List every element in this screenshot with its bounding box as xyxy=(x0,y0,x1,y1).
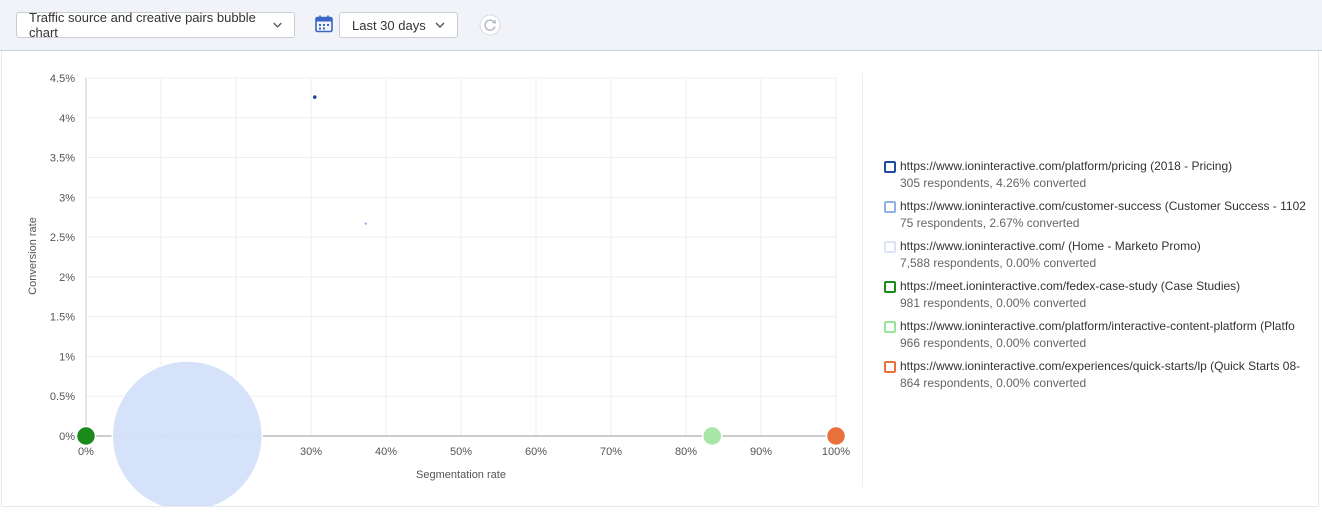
legend-series-name: https://www.ioninteractive.com/experienc… xyxy=(900,359,1301,373)
x-tick-label: 80% xyxy=(675,446,697,458)
legend-item[interactable]: https://www.ioninteractive.com/platform/… xyxy=(882,159,1318,199)
legend-series-stats: 305 respondents, 4.26% converted xyxy=(900,176,1087,190)
y-tick-label: 2.5% xyxy=(50,232,75,244)
bubble-point xyxy=(702,425,723,447)
legend-series-name: https://www.ioninteractive.com/platform/… xyxy=(900,319,1295,333)
y-axis-title: Conversion rate xyxy=(27,217,39,295)
legend-swatch xyxy=(884,321,896,333)
x-tick-label: 40% xyxy=(375,446,397,458)
bubble-point xyxy=(111,360,263,506)
legend: https://www.ioninteractive.com/platform/… xyxy=(882,159,1318,399)
bubble-point xyxy=(312,95,317,99)
y-tick-label: 1% xyxy=(59,351,75,363)
x-tick-label: 30% xyxy=(300,446,322,458)
legend-series-name: https://www.ioninteractive.com/customer-… xyxy=(900,199,1306,213)
tick-labels: 0% 0.5% 1% 1.5% 2% 2.5% 3% 3.5% 4% 4.5% 0% 30% 40% 50… xyxy=(50,73,850,458)
legend-item[interactable]: https://meet.ioninteractive.com/fedex-ca… xyxy=(882,279,1318,319)
x-tick-label: 60% xyxy=(525,446,547,458)
y-tick-label: 1.5% xyxy=(50,312,75,324)
legend-series-name: https://www.ioninteractive.com/platform/… xyxy=(900,159,1233,173)
legend-series-stats: 75 respondents, 2.67% converted xyxy=(900,216,1080,230)
y-tick-label: 3.5% xyxy=(50,153,75,165)
legend-series-stats: 7,588 respondents, 0.00% converted xyxy=(900,256,1097,270)
bubble-point xyxy=(825,425,847,447)
bubble-chart: 0% 0.5% 1% 1.5% 2% 2.5% 3% 3.5% 4% 4.5% 0% 30% 40% 50… xyxy=(27,73,850,506)
x-tick-label: 100% xyxy=(822,446,850,458)
legend-swatch xyxy=(884,201,896,213)
y-tick-label: 2% xyxy=(59,272,75,284)
date-range-select[interactable]: Last 30 days xyxy=(339,12,458,38)
x-tick-label: 0% xyxy=(78,446,94,458)
legend-series-name: https://meet.ioninteractive.com/fedex-ca… xyxy=(900,279,1241,293)
legend-series-name: https://www.ioninteractive.com/ (Home - … xyxy=(900,239,1201,253)
toolbar: Traffic source and creative pairs bubble… xyxy=(0,0,1322,51)
legend-swatch xyxy=(884,361,896,373)
legend-series-stats: 864 respondents, 0.00% converted xyxy=(900,376,1087,390)
y-tick-label: 0% xyxy=(59,431,75,443)
chevron-down-icon xyxy=(435,22,445,28)
y-tick-label: 4% xyxy=(59,113,75,125)
legend-item[interactable]: https://www.ioninteractive.com/ (Home - … xyxy=(882,239,1318,279)
report-select-value: Traffic source and creative pairs bubble… xyxy=(29,10,256,40)
date-range-value: Last 30 days xyxy=(352,17,426,33)
refresh-icon[interactable] xyxy=(479,14,501,36)
legend-swatch xyxy=(884,161,896,173)
legend-series-stats: 981 respondents, 0.00% converted xyxy=(900,296,1087,310)
x-axis-title: Segmentation rate xyxy=(416,469,506,481)
calendar-icon[interactable] xyxy=(314,14,334,34)
report-select[interactable]: Traffic source and creative pairs bubble… xyxy=(16,10,295,40)
y-tick-label: 4.5% xyxy=(50,73,75,85)
y-tick-label: 0.5% xyxy=(50,391,75,403)
x-tick-label: 50% xyxy=(450,446,472,458)
legend-swatch xyxy=(884,281,896,293)
legend-item[interactable]: https://www.ioninteractive.com/customer-… xyxy=(882,199,1318,239)
chevron-down-icon xyxy=(273,22,282,28)
legend-item[interactable]: https://www.ioninteractive.com/experienc… xyxy=(882,359,1318,399)
x-tick-label: 90% xyxy=(750,446,772,458)
bubble-point xyxy=(364,222,367,225)
legend-series-stats: 966 respondents, 0.00% converted xyxy=(900,336,1087,350)
x-tick-label: 70% xyxy=(600,446,622,458)
bubbles xyxy=(75,95,847,506)
legend-item[interactable]: https://www.ioninteractive.com/platform/… xyxy=(882,319,1318,359)
bubble-point xyxy=(75,425,97,447)
legend-swatch xyxy=(884,241,896,253)
chart-panel: 0% 0.5% 1% 1.5% 2% 2.5% 3% 3.5% 4% 4.5% 0% 30% 40% 50… xyxy=(1,51,1319,507)
y-tick-label: 3% xyxy=(59,192,75,204)
legend-divider xyxy=(862,73,863,487)
